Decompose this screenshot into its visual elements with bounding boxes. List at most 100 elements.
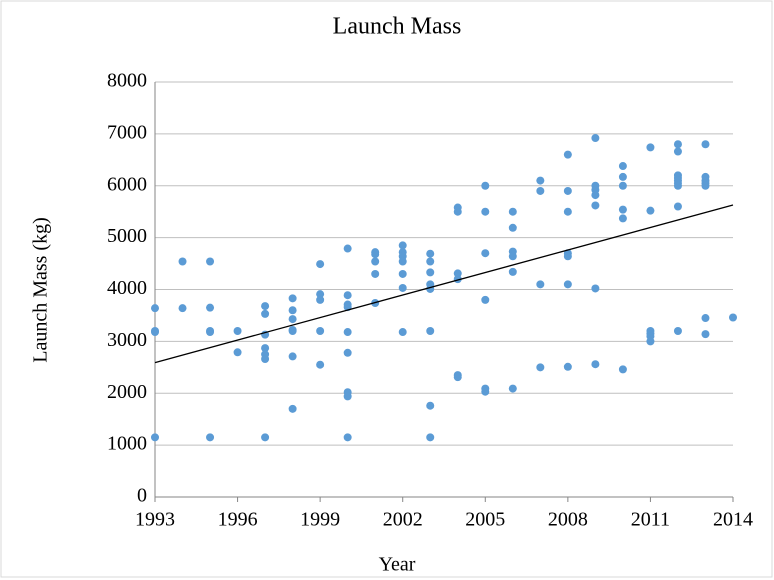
point <box>563 186 572 195</box>
x-tick-label: 2005 <box>465 509 505 531</box>
y-tick-label: 5000 <box>107 225 147 247</box>
x-tick-label: 2002 <box>383 509 423 531</box>
point <box>233 348 242 357</box>
point <box>371 250 380 259</box>
point <box>673 327 682 335</box>
y-tick-label: 0 <box>137 485 147 507</box>
point <box>563 362 572 371</box>
x-tick-label: 1996 <box>218 509 258 531</box>
x-axis-label: Year <box>379 554 416 576</box>
point <box>481 207 490 216</box>
point <box>591 284 600 293</box>
point <box>426 257 435 266</box>
point <box>178 304 187 313</box>
point <box>288 327 297 335</box>
point <box>178 257 187 266</box>
point <box>453 207 462 216</box>
y-tick-label: 3000 <box>107 329 147 351</box>
point <box>673 140 682 149</box>
point <box>343 348 352 357</box>
point <box>481 295 490 304</box>
point <box>453 269 462 278</box>
point <box>398 241 407 250</box>
point <box>343 291 352 300</box>
point <box>261 433 270 442</box>
point <box>536 280 545 289</box>
point <box>673 181 682 190</box>
point <box>151 328 159 337</box>
point <box>701 181 710 190</box>
point <box>508 252 517 261</box>
point <box>481 181 490 190</box>
point <box>398 283 407 292</box>
point <box>536 176 545 185</box>
point <box>206 433 215 442</box>
point <box>618 214 627 223</box>
point <box>426 249 435 258</box>
point <box>481 249 490 258</box>
y-tick-label: 2000 <box>107 381 147 403</box>
point <box>206 257 215 266</box>
point <box>563 280 572 289</box>
point <box>426 268 435 277</box>
point <box>288 315 297 324</box>
point <box>536 363 545 372</box>
point <box>563 150 572 159</box>
point <box>591 191 600 200</box>
point <box>481 387 490 396</box>
point <box>316 360 325 369</box>
point <box>563 252 572 261</box>
y-axis-label: Launch Mass (kg) <box>30 217 52 363</box>
point <box>261 344 270 353</box>
point <box>151 433 159 442</box>
x-tick-label: 2008 <box>548 509 588 531</box>
y-tick-label: 7000 <box>107 121 147 143</box>
point <box>618 162 627 171</box>
point <box>288 352 297 361</box>
x-tick-label: 1999 <box>300 509 340 531</box>
point <box>261 309 270 318</box>
point <box>398 269 407 278</box>
point <box>206 303 215 312</box>
point <box>288 294 297 303</box>
point <box>618 365 627 374</box>
point <box>508 207 517 216</box>
point <box>343 433 352 442</box>
point <box>701 314 710 323</box>
point <box>729 313 737 322</box>
y-tick-label: 8000 <box>107 70 147 92</box>
point <box>316 260 325 269</box>
point <box>673 202 682 211</box>
point <box>591 201 600 210</box>
point <box>343 244 352 253</box>
x-tick-label: 2011 <box>631 509 670 531</box>
point <box>508 384 517 393</box>
point <box>398 328 407 337</box>
y-tick-label: 1000 <box>107 433 147 455</box>
point <box>426 401 435 410</box>
point <box>316 290 325 299</box>
point <box>618 205 627 214</box>
point <box>206 328 215 337</box>
point <box>618 172 627 181</box>
point <box>261 302 270 311</box>
point <box>343 328 352 337</box>
point <box>508 267 517 276</box>
point <box>591 360 600 369</box>
point <box>536 186 545 195</box>
point <box>398 257 407 266</box>
point <box>426 433 435 442</box>
point <box>591 134 600 143</box>
point <box>343 392 352 401</box>
point <box>316 295 325 304</box>
y-tick-label: 4000 <box>107 277 147 299</box>
point <box>261 355 270 364</box>
point <box>646 337 655 346</box>
point <box>288 306 297 315</box>
point <box>371 269 380 278</box>
trendline <box>154 204 734 364</box>
point <box>563 207 572 216</box>
point <box>233 327 242 335</box>
point <box>316 327 325 335</box>
